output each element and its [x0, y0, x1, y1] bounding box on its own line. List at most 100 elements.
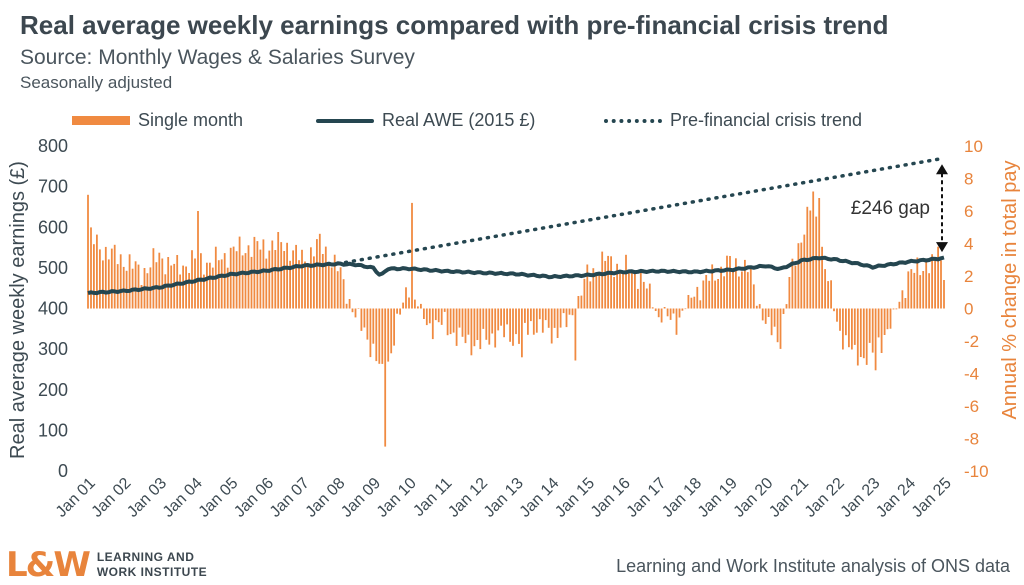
bar-single-month [209, 262, 211, 309]
bar-single-month [179, 274, 181, 309]
bar-single-month [381, 308, 384, 364]
real-awe-line [87, 255, 945, 296]
y-right-tick-label: -8 [964, 430, 979, 449]
bar-single-month [235, 251, 238, 309]
bar-single-month [211, 267, 214, 309]
x-tick-label: Jan 04 [160, 475, 206, 521]
bar-single-month [87, 194, 89, 309]
bar-single-month [729, 256, 731, 309]
bar-single-month [304, 261, 306, 309]
bar-single-month [749, 266, 752, 309]
bar-single-month [298, 260, 300, 309]
bar-single-month [764, 308, 767, 324]
legend-item-line: Real AWE (2015 £) [316, 110, 535, 131]
x-tick-label: Jan 23 [838, 475, 884, 521]
bar-single-month [833, 308, 835, 312]
bar-single-month [452, 308, 455, 333]
bar-single-month [684, 308, 687, 310]
bar-single-month [366, 308, 369, 340]
bar-single-month [559, 308, 562, 328]
bar-single-month [473, 308, 476, 347]
bar-single-month [836, 308, 838, 322]
bar-single-month [506, 308, 508, 325]
bar-single-month [610, 256, 612, 309]
x-tick-label: Jan 13 [481, 475, 527, 521]
bar-single-month [396, 308, 398, 314]
bar-single-month [895, 308, 898, 310]
bar-single-month [586, 264, 589, 309]
bar-single-month [289, 260, 291, 309]
bar-single-month [815, 216, 818, 309]
bar-single-month [491, 308, 494, 334]
bar-single-month [102, 260, 104, 309]
bar-single-month [934, 259, 936, 309]
bar-single-month [521, 308, 523, 358]
bar-single-month [853, 308, 856, 345]
bar-single-month [791, 258, 794, 309]
bar-single-month [470, 308, 473, 356]
bar-single-month [482, 308, 485, 329]
bar-single-month [203, 274, 205, 309]
bar-single-month [746, 272, 749, 309]
bar-single-month [693, 296, 696, 309]
x-tick-label: Jan 17 [624, 475, 670, 521]
bar-single-month [922, 271, 925, 309]
bar-single-month [862, 308, 865, 359]
bar-single-month [797, 243, 800, 309]
bar-single-month [851, 308, 853, 350]
bar-single-month [515, 308, 517, 335]
bar-single-month [420, 303, 422, 309]
bar-single-month [824, 269, 826, 309]
bar-single-month [556, 308, 559, 338]
bar-single-month [637, 288, 639, 309]
x-tick-label: Jan 06 [231, 475, 277, 521]
bar-single-month [485, 308, 488, 340]
bar-single-month [256, 241, 259, 309]
bar-single-month [375, 308, 378, 362]
bar-single-month [607, 255, 609, 309]
bar-single-month [411, 202, 413, 309]
bar-single-month [856, 308, 859, 366]
bar-single-month [767, 308, 770, 317]
y-right-tick-label: 10 [964, 137, 983, 156]
logo-line1: LEARNING AND [96, 550, 195, 564]
bar-single-month [735, 258, 737, 309]
bar-single-month [226, 267, 229, 309]
bar-single-month [182, 265, 184, 309]
x-tick-label: Jan 01 [53, 475, 99, 521]
y-left-tick-label: 200 [38, 380, 68, 400]
bar-single-month [185, 266, 187, 309]
bar-single-month [806, 206, 809, 309]
bar-single-month [194, 258, 196, 309]
bar-single-month [494, 308, 497, 348]
bar-single-month [360, 308, 363, 331]
logo-mark: L&W [6, 545, 91, 585]
bar-single-month [672, 308, 675, 314]
y-right-tick-label: 4 [964, 235, 973, 254]
bar-single-month [865, 308, 868, 365]
bar-single-month [910, 269, 913, 309]
bar-single-month [327, 264, 330, 309]
bar-single-month [372, 308, 375, 344]
bar-single-month [527, 308, 529, 335]
legend-trend-label: Pre-financial crisis trend [670, 110, 863, 130]
y-right-tick-label: -4 [964, 365, 979, 384]
legend-line-label: Real AWE (2015 £) [382, 110, 536, 130]
bar-single-month [845, 308, 847, 336]
bar-single-month [868, 308, 871, 343]
y-right-tick-label: 8 [964, 170, 973, 189]
bar-single-month [479, 308, 482, 350]
x-tick-label: Jan 18 [659, 475, 705, 521]
bar-single-month [250, 256, 253, 309]
y-left-tick-label: 300 [38, 339, 68, 359]
gap-arrow-head-bottom [936, 242, 948, 253]
bar-single-month [455, 308, 458, 346]
bar-single-month [785, 304, 788, 309]
bar-single-month [904, 298, 907, 309]
bar-single-month [280, 242, 283, 309]
bar-single-month [818, 198, 821, 309]
bar-single-month [708, 280, 711, 309]
bar-single-month [565, 308, 568, 328]
bar-single-month [848, 308, 850, 348]
